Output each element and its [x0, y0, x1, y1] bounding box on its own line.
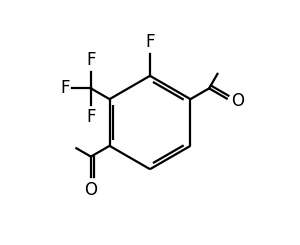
Text: F: F: [86, 108, 96, 126]
Text: O: O: [84, 181, 98, 199]
Text: F: F: [145, 33, 155, 51]
Text: F: F: [86, 51, 96, 69]
Text: O: O: [232, 92, 244, 110]
Text: F: F: [60, 79, 70, 97]
